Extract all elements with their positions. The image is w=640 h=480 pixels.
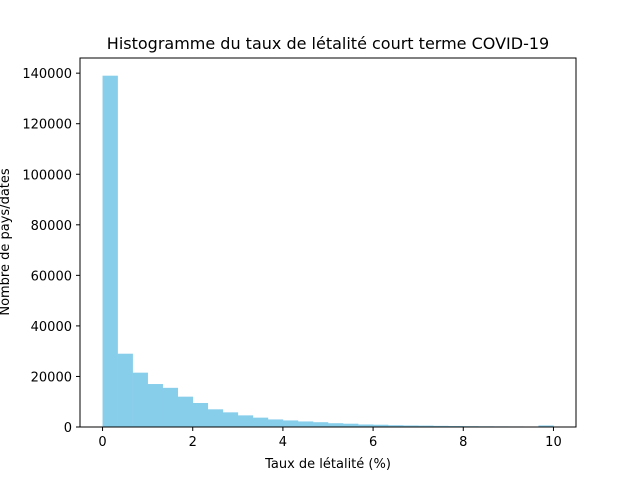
histogram-bar xyxy=(343,423,359,427)
histogram-bar xyxy=(312,422,329,427)
y-axis-title: Nombre de pays/dates xyxy=(0,168,13,316)
y-tick-label: 120000 xyxy=(22,118,72,133)
x-tick-label: 2 xyxy=(189,435,197,450)
y-tick-label: 0 xyxy=(64,421,72,436)
histogram-bar xyxy=(282,420,299,427)
histogram-bar xyxy=(297,421,314,427)
histogram-bar xyxy=(177,396,194,427)
y-tick-label: 80000 xyxy=(31,219,72,234)
histogram-bar xyxy=(358,424,374,427)
histogram-bar xyxy=(373,424,389,427)
histogram-bar xyxy=(207,409,224,427)
x-tick-label: 4 xyxy=(279,435,287,450)
histogram-bar xyxy=(252,417,269,427)
x-tick-label: 8 xyxy=(459,435,467,450)
y-axis-ticks: 0 20000 40000 60000 80000 100000 120000 140000 xyxy=(22,67,80,436)
histogram-bar xyxy=(388,425,404,427)
histogram-bar xyxy=(117,353,133,427)
histogram-bar xyxy=(102,75,118,427)
x-tick-label: 0 xyxy=(98,435,106,450)
histogram-bar xyxy=(222,412,239,427)
y-tick-label: 100000 xyxy=(22,168,72,183)
x-tick-label: 10 xyxy=(545,435,562,450)
histogram-bar xyxy=(132,372,148,427)
histogram-bar xyxy=(267,419,284,427)
y-tick-label: 140000 xyxy=(22,67,72,82)
x-tick-label: 6 xyxy=(369,435,377,450)
y-tick-label: 20000 xyxy=(31,370,72,385)
bars-group xyxy=(102,75,554,427)
x-axis-title: Taux de létalité (%) xyxy=(264,457,391,472)
histogram-bar xyxy=(418,425,434,427)
chart-title: Histogramme du taux de létalité court te… xyxy=(107,34,549,53)
histogram-bar xyxy=(147,384,163,427)
histogram-bar xyxy=(192,402,209,427)
histogram-bar xyxy=(328,423,344,427)
histogram-bar xyxy=(538,425,554,427)
histogram-bar xyxy=(433,425,449,427)
histogram-bar xyxy=(162,387,179,427)
y-tick-label: 60000 xyxy=(31,269,72,284)
x-axis-ticks: 0 2 4 6 8 10 xyxy=(98,427,562,450)
histogram-bar xyxy=(237,415,254,427)
histogram-bar xyxy=(403,425,419,427)
plot-frame xyxy=(79,57,577,428)
y-tick-label: 40000 xyxy=(31,320,72,335)
